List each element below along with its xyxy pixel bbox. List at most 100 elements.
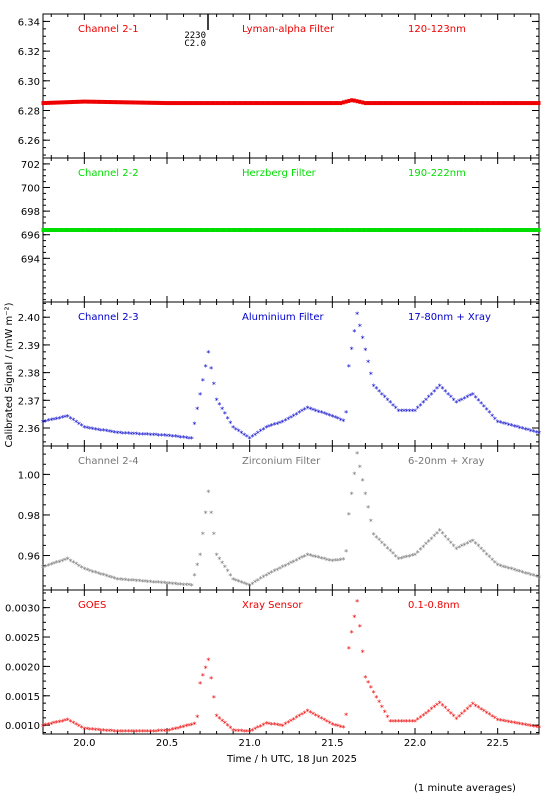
x-tick-label: 22.0 [404,738,426,749]
data-point: * [69,415,73,424]
data-series [41,228,541,232]
data-point [115,100,119,105]
data-point [96,228,100,232]
data-point [217,228,221,232]
data-point: * [66,556,70,565]
panel-frame [42,13,540,159]
data-point: * [394,718,398,727]
data-point: * [107,428,111,437]
y-tick-label: 696 [21,231,40,242]
data-point: * [507,421,511,430]
data-point [509,101,513,106]
data-point: * [350,629,354,638]
data-point [60,100,64,105]
data-point: * [317,554,321,563]
data-point: * [529,427,533,436]
data-point [438,228,442,232]
data-point: * [234,727,238,736]
data-point: * [432,533,436,542]
data-point [272,101,276,106]
data-point: * [394,405,398,414]
data-point: * [137,431,141,440]
data-point [449,101,453,106]
data-point: * [165,728,169,737]
data-point: * [366,358,370,367]
data-point: * [358,322,362,331]
data-point: * [93,426,97,435]
data-point [77,99,81,104]
data-point: * [438,382,442,391]
data-point: * [507,719,511,728]
data-point: * [74,721,78,730]
y-tick-label: 6.26 [18,136,40,147]
data-point [416,228,420,232]
data-point [385,228,389,232]
data-point: * [380,391,384,400]
data-point [463,228,467,232]
data-point: * [118,728,122,737]
data-point [383,101,387,106]
data-point [487,101,491,106]
data-point: * [407,718,411,727]
data-point: * [361,477,365,486]
data-point: * [482,548,486,557]
data-point: * [212,381,216,390]
channel-label: Channel 2-4 [78,456,139,467]
data-point [333,101,337,106]
data-point: * [140,728,144,737]
data-point [465,101,469,106]
data-point: * [99,571,103,580]
data-point: * [463,541,467,550]
data-point [449,228,453,232]
data-point: * [482,708,486,717]
data-point [363,228,367,232]
data-point: * [121,728,125,737]
data-point: * [281,722,285,731]
data-point: * [270,721,274,730]
data-point: * [132,728,136,737]
data-point: * [148,579,152,588]
data-point: * [303,709,307,718]
data-point: * [328,412,332,421]
data-point [44,228,48,232]
data-point: * [143,728,147,737]
data-point [132,228,136,232]
data-point: * [63,556,67,565]
data-point: * [204,664,208,673]
data-point [311,228,315,232]
data-point: * [102,427,106,436]
data-point: * [162,580,166,589]
data-point: * [60,414,64,423]
data-point: * [259,575,263,584]
data-point: * [91,425,95,434]
data-point [52,228,56,232]
data-point: * [292,558,296,567]
data-point: * [107,728,111,737]
data-point [74,99,78,104]
data-point: * [176,434,180,443]
data-point [118,100,122,105]
data-point [308,101,312,106]
data-point: * [520,425,524,434]
data-point [306,228,310,232]
data-point: * [383,394,387,403]
data-point [212,101,216,106]
data-point: * [325,411,329,420]
data-point: * [341,418,345,427]
data-point: * [465,706,469,715]
data-point [303,101,307,106]
data-point [281,228,285,232]
data-point: * [71,559,75,568]
data-point [391,101,395,106]
data-point: * [41,418,45,427]
band-label: 190-222nm [408,168,466,179]
data-point [441,101,445,106]
data-point: * [531,572,535,581]
panel-1: 6.26 6.28 6.30 6.32 6.34 Channel 2-1 Lyman-alp… [18,13,541,159]
data-point [223,101,227,106]
data-point: * [366,504,370,513]
data-point [358,228,362,232]
data-point: * [476,704,480,713]
data-point: * [151,728,155,737]
data-point [63,100,67,105]
